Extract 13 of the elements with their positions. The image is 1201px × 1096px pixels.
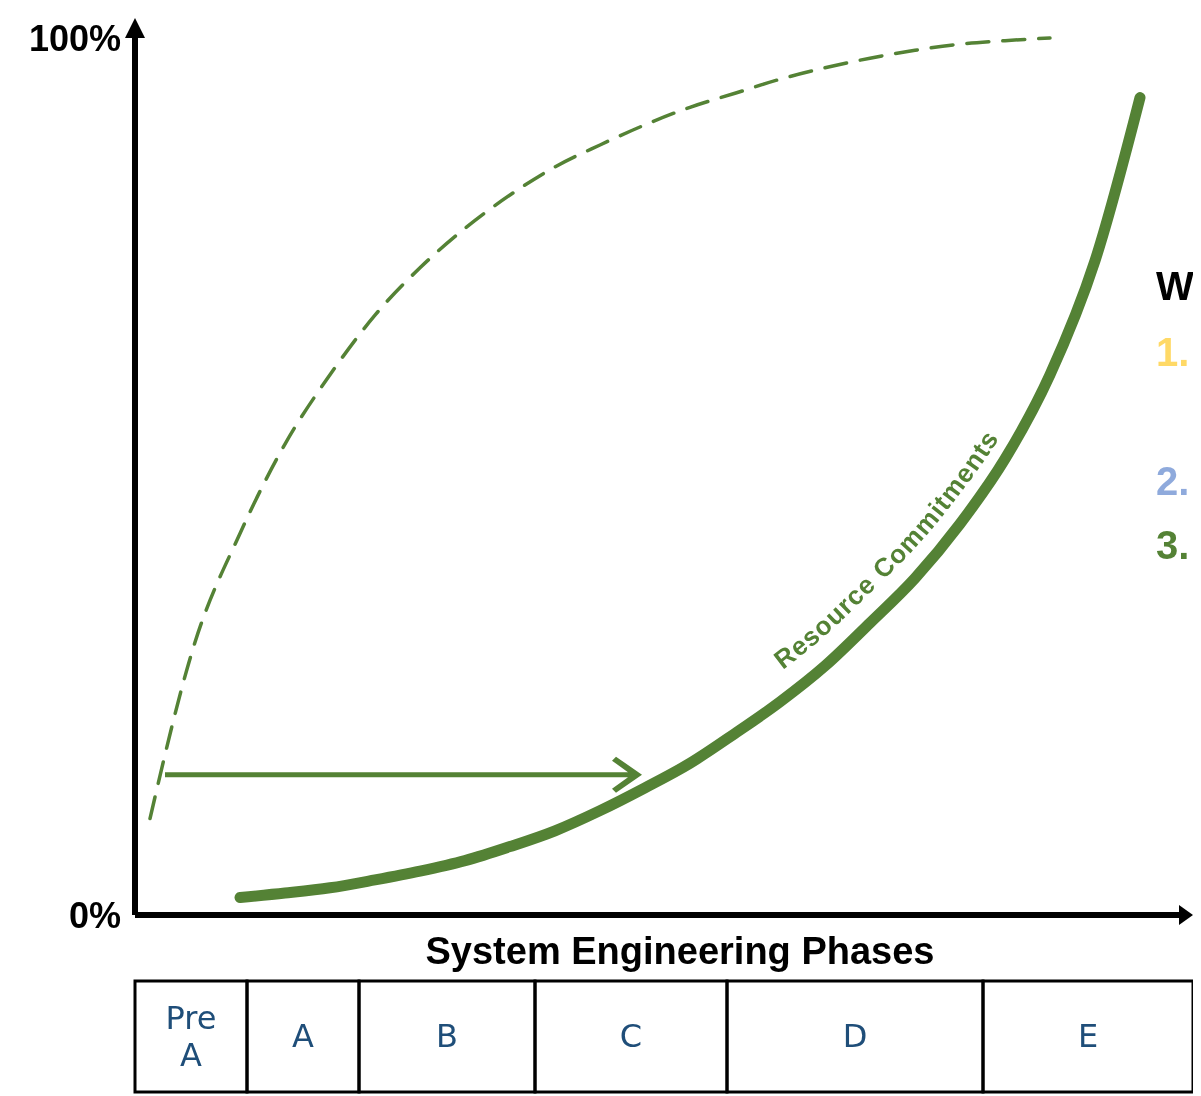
- text: Pre A: [165, 999, 217, 1074]
- annotation: 2.: [1156, 459, 1190, 503]
- annotation: 1.: [1156, 330, 1190, 374]
- text: A: [292, 1017, 315, 1056]
- text: D: [842, 1017, 868, 1056]
- text: E: [1077, 1017, 1099, 1056]
- text: B: [436, 1017, 458, 1056]
- y-tick-label: 0%: [68, 894, 121, 936]
- annotation: 3.: [1156, 523, 1190, 567]
- text: C: [619, 1017, 643, 1056]
- line-series: [148, 36, 1052, 821]
- x-axis-title: System Engineering Phases: [425, 930, 935, 972]
- y-tick-label: 100%: [28, 17, 121, 59]
